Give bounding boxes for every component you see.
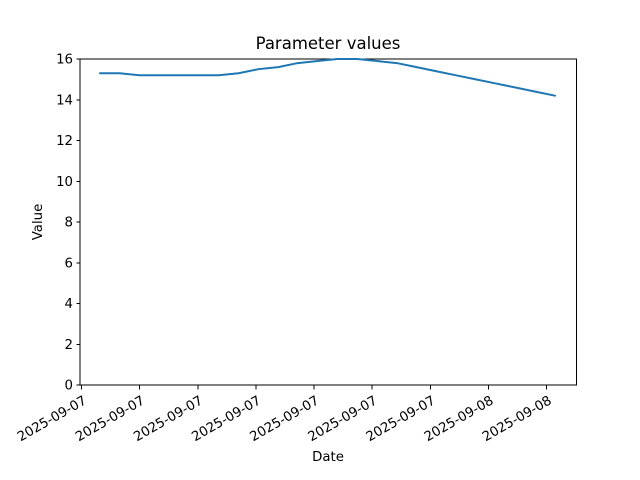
y-axis-label: Value: [31, 204, 46, 241]
x-axis-ticks: 2025-09-072025-09-072025-09-072025-09-07…: [15, 385, 555, 445]
y-tick-label: 16: [56, 53, 73, 68]
y-tick-label: 10: [56, 175, 73, 190]
chart-title: Parameter values: [256, 34, 401, 53]
y-tick-label: 8: [65, 216, 73, 231]
y-axis-ticks: 0 2 4 6 8 10 12 14 16: [56, 53, 80, 394]
y-tick-label: 14: [56, 93, 73, 108]
y-tick-label: 2: [65, 338, 73, 353]
data-line: [99, 58, 556, 97]
x-axis-label: Date: [312, 450, 344, 465]
y-tick-label: 6: [65, 256, 73, 271]
y-tick-label: 12: [56, 134, 73, 149]
plot-area-border: [79, 58, 577, 386]
y-tick-label: 0: [65, 379, 73, 394]
y-tick-label: 4: [65, 297, 73, 312]
